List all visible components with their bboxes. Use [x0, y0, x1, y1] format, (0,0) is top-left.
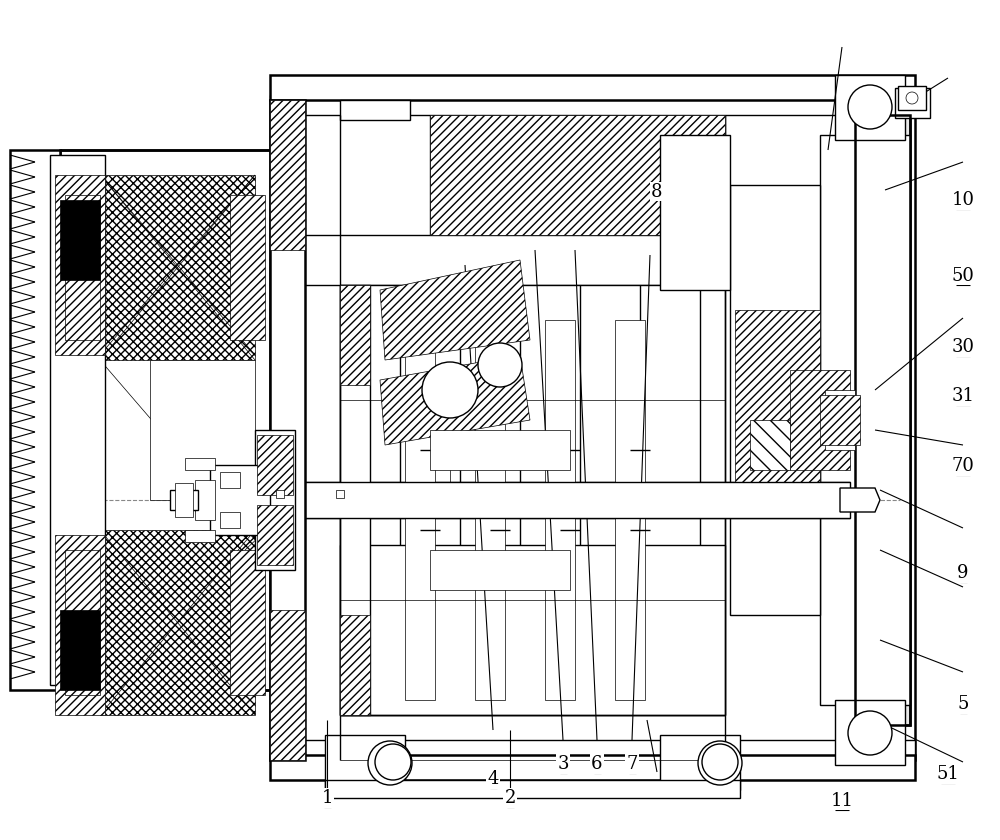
Polygon shape: [380, 260, 530, 360]
Text: 3: 3: [557, 755, 569, 774]
Bar: [430, 550, 570, 590]
Bar: [257, 435, 293, 495]
Bar: [820, 135, 910, 705]
Circle shape: [848, 711, 892, 755]
Text: 11: 11: [830, 791, 854, 810]
Text: 9: 9: [957, 564, 969, 582]
Bar: [835, 700, 905, 765]
Bar: [270, 610, 305, 760]
Bar: [855, 115, 910, 725]
Bar: [270, 75, 915, 100]
Bar: [898, 86, 926, 110]
Bar: [60, 200, 100, 280]
Bar: [820, 395, 860, 445]
Polygon shape: [380, 355, 530, 445]
Bar: [405, 320, 435, 700]
Bar: [65, 550, 100, 695]
Bar: [430, 115, 725, 235]
Bar: [750, 420, 790, 470]
Circle shape: [478, 343, 522, 387]
Text: 10: 10: [952, 191, 974, 209]
Bar: [475, 320, 505, 700]
Bar: [65, 195, 100, 340]
Bar: [257, 505, 293, 565]
Bar: [185, 530, 215, 542]
Bar: [60, 610, 100, 690]
Polygon shape: [840, 488, 880, 512]
Bar: [276, 490, 284, 498]
Bar: [210, 465, 270, 535]
Text: 2: 2: [504, 789, 516, 807]
Text: 8: 8: [651, 182, 663, 201]
Bar: [325, 735, 405, 790]
Bar: [340, 285, 370, 715]
Text: 7: 7: [626, 755, 638, 774]
Bar: [185, 458, 215, 470]
Text: 30: 30: [952, 338, 974, 356]
Bar: [825, 390, 855, 450]
Bar: [60, 150, 270, 690]
Bar: [898, 92, 910, 102]
Bar: [340, 100, 410, 120]
Circle shape: [702, 744, 738, 780]
Bar: [10, 150, 60, 690]
Bar: [170, 490, 198, 510]
Bar: [255, 430, 295, 570]
Bar: [195, 480, 215, 520]
Bar: [835, 75, 905, 140]
Bar: [855, 115, 910, 725]
Bar: [545, 320, 575, 700]
Text: 6: 6: [591, 755, 603, 774]
Bar: [100, 530, 255, 715]
Bar: [615, 320, 645, 700]
Bar: [660, 135, 730, 290]
Bar: [270, 95, 915, 115]
Bar: [270, 482, 850, 518]
Bar: [270, 100, 305, 760]
Bar: [660, 735, 740, 790]
Bar: [325, 780, 740, 798]
Bar: [175, 483, 193, 517]
Bar: [340, 285, 725, 715]
Text: 51: 51: [937, 765, 959, 784]
Text: 1: 1: [321, 789, 333, 807]
Circle shape: [906, 92, 918, 104]
Text: 5: 5: [957, 695, 969, 713]
Bar: [336, 490, 344, 498]
Bar: [150, 360, 255, 500]
Bar: [50, 155, 105, 685]
Circle shape: [375, 744, 411, 780]
Text: 4: 4: [487, 769, 499, 788]
Bar: [270, 100, 305, 250]
Bar: [895, 88, 930, 118]
Bar: [790, 370, 850, 470]
Text: 50: 50: [952, 266, 974, 285]
Circle shape: [848, 85, 892, 129]
Bar: [730, 185, 820, 615]
Bar: [220, 512, 240, 528]
Bar: [55, 175, 105, 355]
Circle shape: [368, 741, 412, 785]
Text: 31: 31: [952, 387, 974, 406]
Bar: [270, 755, 915, 780]
Bar: [430, 430, 570, 470]
Circle shape: [422, 362, 478, 418]
Bar: [340, 615, 370, 715]
Bar: [340, 545, 725, 715]
Text: 70: 70: [952, 457, 974, 475]
Bar: [230, 195, 265, 340]
Bar: [230, 550, 265, 695]
Bar: [270, 740, 915, 760]
Circle shape: [698, 741, 742, 785]
Bar: [100, 175, 255, 360]
Bar: [735, 310, 820, 510]
Bar: [270, 100, 915, 760]
Bar: [340, 285, 370, 385]
Bar: [55, 535, 105, 715]
Bar: [220, 472, 240, 488]
